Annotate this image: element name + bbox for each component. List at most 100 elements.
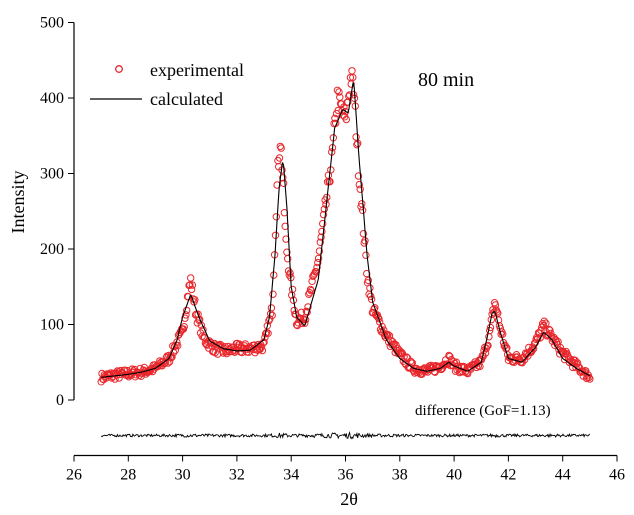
experimental-point (349, 91, 358, 99)
x-tick-label: 38 (392, 466, 408, 483)
y-tick-label: 500 (40, 15, 64, 32)
experimental-point (445, 351, 453, 360)
experimental-point (284, 267, 293, 275)
calculated-layer (101, 82, 591, 378)
experimental-point (385, 332, 394, 340)
experimental-point (393, 344, 402, 352)
experimental-point (452, 358, 460, 366)
experimental-point (284, 255, 292, 263)
experimental-point (573, 359, 582, 367)
difference-trace (100, 431, 591, 440)
experimental-point (306, 289, 314, 297)
experimental-point (188, 281, 197, 289)
experimental-point (264, 329, 272, 337)
y-tick-label: 200 (40, 241, 64, 258)
experimental-point (231, 348, 239, 356)
experimental-point (319, 210, 328, 219)
experimental-point (344, 98, 352, 106)
experimental-point (272, 213, 280, 221)
experimental-point (317, 233, 325, 241)
x-axis-title: 2θ (340, 489, 358, 509)
experimental-point (402, 353, 411, 361)
experimental-point (545, 325, 553, 334)
experimental-point (499, 330, 507, 338)
experimental-point (540, 317, 548, 325)
difference-layer (100, 431, 591, 440)
experimental-point (586, 375, 594, 383)
experimental-point (375, 315, 383, 323)
experimental-point (408, 359, 416, 367)
experimental-point (585, 373, 593, 382)
experimental-point (313, 263, 321, 272)
experimental-point (362, 251, 370, 259)
experimental-point (559, 347, 567, 356)
x-tick-label: 28 (120, 466, 136, 483)
experimental-point (187, 274, 195, 282)
experimental-point (359, 230, 368, 238)
experimental-point (347, 80, 355, 88)
experimental-point (275, 154, 284, 162)
x-tick-label: 30 (175, 466, 191, 483)
experimental-point (494, 316, 503, 324)
experimental-point (542, 319, 550, 327)
axes: 0 100 200 300 400 500 26 28 30 32 34 36 38 40 42 44 46 (40, 15, 625, 484)
experimental-point (334, 106, 342, 115)
experimental-point (459, 368, 467, 376)
experimental-point (277, 144, 285, 152)
experimental-point (316, 238, 324, 247)
experimental-point (481, 349, 490, 357)
x-tick-label: 42 (500, 466, 516, 483)
experimental-point (319, 219, 327, 228)
experimental-point (352, 133, 360, 141)
experimental-point (290, 306, 298, 315)
series-line-calculated (101, 82, 591, 378)
experimental-point (490, 308, 498, 317)
experimental-point (356, 185, 364, 193)
experimental-point (168, 353, 176, 361)
experimental-point (258, 346, 267, 355)
y-tick-label: 400 (40, 90, 64, 107)
legend-calculated-label: calculated (150, 89, 223, 109)
experimental-point (170, 342, 179, 351)
x-tick-label: 34 (283, 466, 299, 483)
x-tick-label: 36 (338, 466, 354, 483)
experimental-point (268, 311, 276, 320)
experimental-point (263, 322, 271, 330)
time-annotation: 80 min (418, 69, 474, 91)
experimental-point (361, 237, 369, 245)
experimental-point (566, 355, 574, 363)
experimental-point (306, 285, 315, 294)
experimental-point (536, 334, 544, 342)
experimental-point (315, 247, 324, 255)
x-tick-label: 44 (555, 466, 571, 483)
experimental-point (494, 309, 502, 317)
experimental-point (571, 356, 579, 365)
experimental-point (383, 331, 391, 340)
experimental-point (314, 258, 322, 267)
experimental-point (531, 339, 539, 347)
experimental-point (335, 88, 343, 96)
experimental-point (486, 323, 495, 332)
experimental-layer (97, 67, 594, 386)
experimental-point (367, 292, 375, 300)
experimental-point (345, 91, 354, 99)
experimental-point (318, 227, 326, 236)
experimental-point (349, 73, 357, 82)
experimental-point (271, 231, 280, 240)
experimental-point (398, 348, 406, 357)
experimental-point (348, 67, 356, 75)
experimental-point (180, 323, 188, 331)
y-tick-label: 0 (56, 392, 64, 409)
experimental-point (182, 311, 190, 319)
experimental-point (366, 284, 374, 292)
legend-experimental-marker (115, 65, 123, 73)
experimental-point (363, 269, 371, 278)
experimental-point (342, 115, 350, 124)
experimental-point (357, 203, 365, 211)
y-axis-title: Intensity (8, 171, 28, 234)
experimental-point (374, 313, 382, 322)
experimental-point (539, 321, 548, 330)
y-tick-label: 100 (40, 317, 64, 334)
experimental-point (186, 281, 194, 289)
